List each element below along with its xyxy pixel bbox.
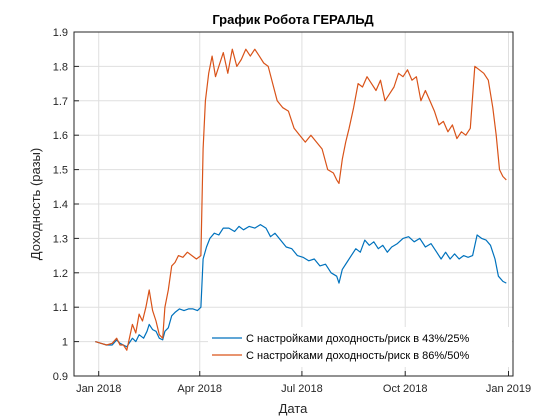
y-axis-label: Доходность (разы)	[28, 148, 43, 260]
x-tick-label: Jan 2018	[76, 383, 121, 395]
y-tick-label: 1	[62, 337, 68, 349]
legend-label-1: С настройками доходность/риск в 43%/25%	[246, 333, 469, 345]
y-tick-label: 1.8	[53, 61, 68, 73]
x-tick-label: Jan 2019	[486, 383, 531, 395]
x-axis-label: Дата	[279, 401, 309, 416]
data-series	[95, 48, 507, 351]
series-line-1	[95, 224, 507, 348]
x-tick-label: Jul 2018	[281, 383, 323, 395]
x-tick-label: Oct 2018	[383, 383, 428, 395]
legend: С настройками доходность/риск в 43%/25% С…	[208, 327, 512, 367]
axis-ticks: 0.9 1 1.1 1.2 1.3 1.4 1.5 1.6 1.7 1.8 1.9 Jan 2018 A…	[53, 27, 531, 395]
y-tick-label: 1.7	[53, 96, 68, 108]
legend-label-2: С настройками доходность/риск в 86%/50%	[246, 350, 469, 362]
y-tick-label: 1.6	[53, 130, 68, 142]
legend-box	[208, 327, 512, 367]
y-tick-label: 0.9	[53, 371, 68, 383]
y-tick-label: 1.5	[53, 165, 68, 177]
y-tick-label: 1.1	[53, 302, 68, 314]
chart-title: График Робота ГЕРАЛЬД	[212, 12, 374, 27]
y-tick-label: 1.2	[53, 268, 68, 280]
series-line-2	[95, 48, 507, 351]
y-tick-label: 1.9	[53, 27, 68, 39]
y-tick-label: 1.4	[53, 199, 68, 211]
x-tick-label: Apr 2018	[177, 383, 222, 395]
y-tick-label: 1.3	[53, 233, 68, 245]
